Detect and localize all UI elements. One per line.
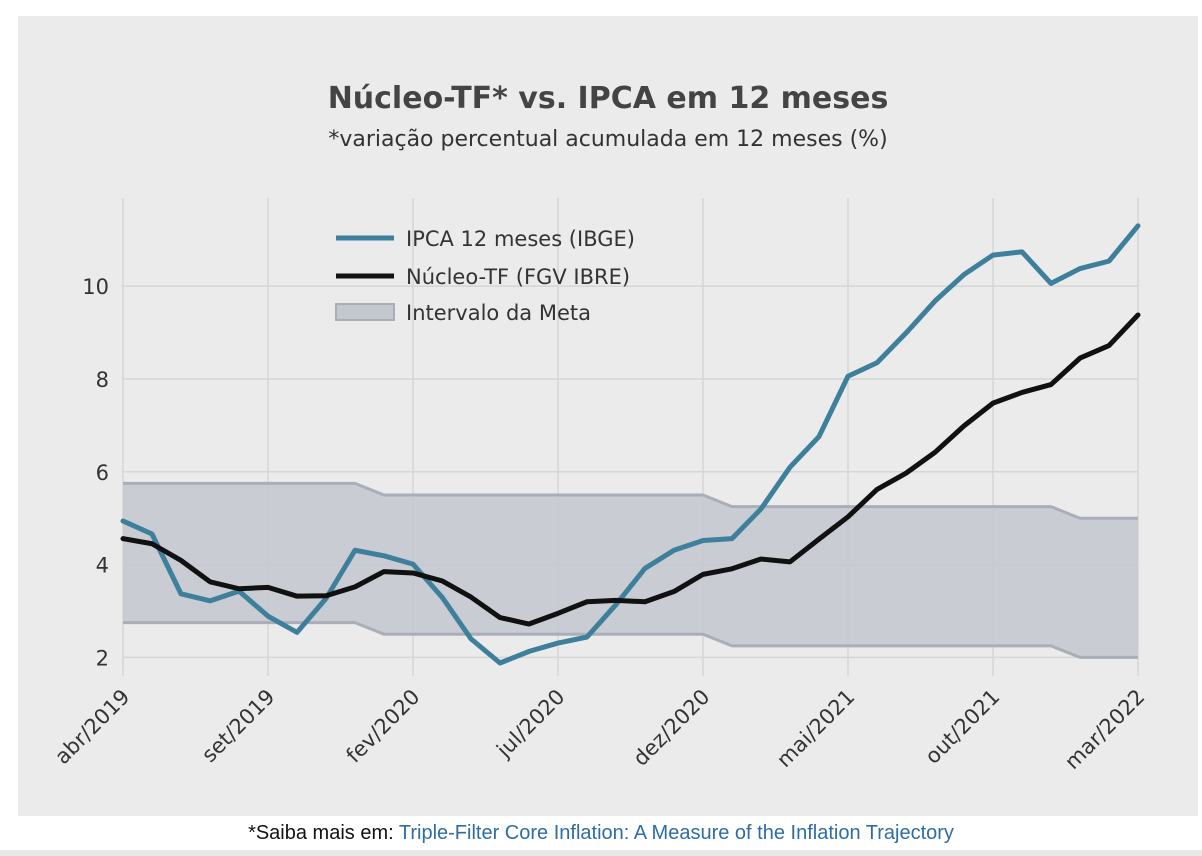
x-tick-label: abr/2019 xyxy=(50,685,134,769)
x-tick-label: jul/2020 xyxy=(491,685,569,763)
footer-line: *Saiba mais em: Triple-Filter Core Infla… xyxy=(0,822,1202,845)
legend-swatch-band[interactable] xyxy=(335,303,395,321)
legend-label[interactable]: Intervalo da Meta xyxy=(406,301,591,325)
series-lines xyxy=(120,223,1141,666)
legend-label[interactable]: Núcleo-TF (FGV IBRE) xyxy=(406,265,630,289)
target-band-upper xyxy=(123,481,1138,520)
chart-title: Núcleo-TF* vs. IPCA em 12 meses xyxy=(328,81,889,116)
legend-label[interactable]: IPCA 12 meses (IBGE) xyxy=(406,227,635,251)
legend[interactable]: IPCA 12 meses (IBGE) Núcleo-TF (FGV IBRE)… xyxy=(335,227,635,325)
target-band-area xyxy=(123,483,1138,658)
x-tick-label: mar/2022 xyxy=(1060,685,1149,774)
x-tick-label: out/2021 xyxy=(920,685,1004,769)
x-tick-label: set/2019 xyxy=(197,685,279,767)
chart-subtitle: *variação percentual acumulada em 12 mes… xyxy=(328,127,887,152)
chart-card: Núcleo-TF* vs. IPCA em 12 meses *variaçã… xyxy=(18,16,1198,816)
nucleo-tf-line[interactable] xyxy=(120,312,1141,627)
x-tick-label: dez/2020 xyxy=(628,685,714,771)
y-tick-label: 6 xyxy=(96,461,109,485)
y-tick-label: 4 xyxy=(96,554,109,578)
footer-strip xyxy=(0,850,1202,856)
target-band-lower xyxy=(123,621,1138,659)
ipca-line[interactable] xyxy=(120,223,1141,666)
footer: *Saiba mais em: Triple-Filter Core Infla… xyxy=(0,816,1202,856)
y-tick-label: 10 xyxy=(82,275,109,299)
target-band xyxy=(123,481,1138,659)
x-tick-label: fev/2020 xyxy=(342,685,425,768)
footer-prefix: *Saiba mais em: xyxy=(248,822,399,844)
y-tick-label: 8 xyxy=(96,368,109,392)
line-chart: Núcleo-TF* vs. IPCA em 12 meses *variaçã… xyxy=(50,81,1149,774)
article-link[interactable]: Triple-Filter Core Inflation: A Measure … xyxy=(398,822,954,844)
y-tick-label: 2 xyxy=(96,646,109,670)
x-tick-label: mai/2021 xyxy=(772,685,859,772)
